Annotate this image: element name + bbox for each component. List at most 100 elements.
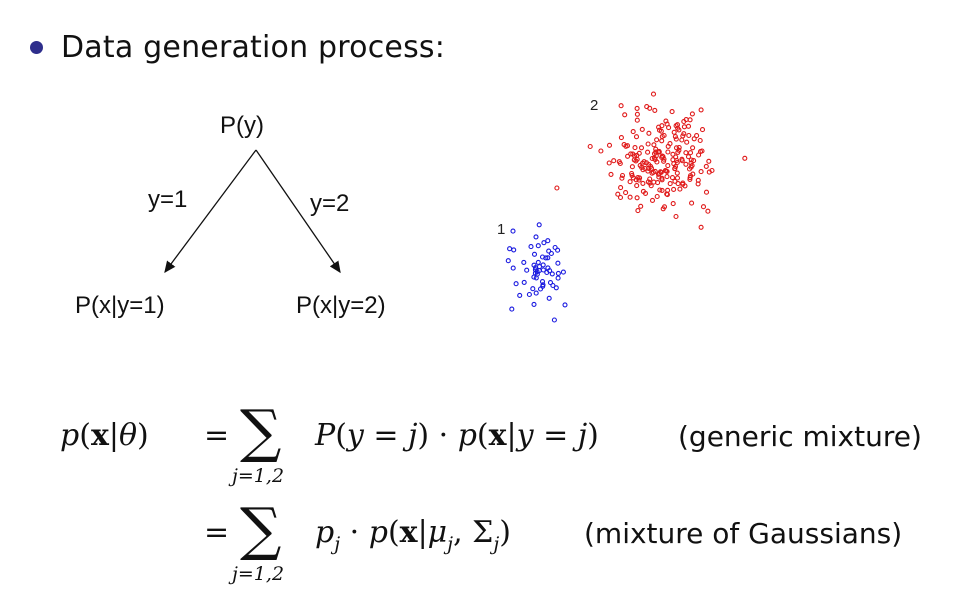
cluster-2-point (689, 162, 695, 169)
heading-line: Data generation process: (30, 30, 445, 65)
cluster-2-point (645, 141, 651, 147)
eq2-sign: = (204, 515, 230, 550)
cluster-2-point (671, 186, 677, 192)
cluster-2-point (655, 171, 662, 177)
cluster-2-point (630, 151, 636, 157)
cluster-1-point (510, 265, 516, 271)
cluster-2-point (683, 161, 689, 167)
cluster-2-point (681, 124, 687, 130)
eq1-rhs: P(y = j) · p(x|y = j) (315, 418, 599, 453)
cluster-2-point (619, 175, 625, 181)
cluster-1-point (540, 262, 546, 268)
cluster-2-point (648, 183, 654, 189)
cluster-2-point (673, 213, 679, 220)
cluster-2-point (627, 179, 633, 185)
cluster-2-point (670, 201, 676, 207)
cluster-2-point (655, 180, 661, 186)
cluster-2-point (685, 123, 692, 129)
cluster-2-point (664, 168, 670, 175)
cluster-2-point (598, 148, 604, 154)
cluster-1-point (533, 234, 539, 240)
cluster-2-point (669, 109, 675, 115)
cluster-2-point (672, 178, 678, 184)
cluster-2-point (649, 155, 655, 162)
cluster-2-point (642, 166, 648, 172)
eq2-sum-symbol: ∑ (240, 495, 282, 563)
cluster-2-point (630, 129, 636, 135)
cluster-2-point (648, 165, 655, 171)
cluster-2-point (651, 155, 657, 161)
cluster-1-point (555, 275, 561, 281)
cluster-1-point (531, 262, 537, 268)
cluster-2-point (674, 170, 680, 176)
cluster-1-point (510, 228, 516, 234)
cluster-2-point (639, 126, 645, 132)
cluster-1-point (521, 259, 527, 265)
cluster-2-point (634, 195, 640, 201)
cluster-2-point (634, 183, 640, 189)
cluster-1-point (536, 222, 542, 228)
cluster-2-point (651, 142, 657, 148)
cluster-1-point (509, 306, 515, 312)
cluster-2-point (629, 164, 635, 170)
cluster-1-point (540, 267, 546, 273)
cluster-2-point (618, 135, 624, 141)
cluster-2-points (554, 91, 748, 230)
cluster-1-point (531, 274, 537, 280)
tree-root-label: P(y) (220, 112, 264, 139)
cluster-2-point (675, 181, 681, 187)
cluster-2-point (673, 136, 679, 142)
cluster-1-point (535, 243, 541, 249)
cluster-2-point (672, 166, 678, 172)
cluster-2-point (685, 154, 692, 160)
tree-leaf-right-label: P(x|y=2) (296, 292, 386, 319)
cluster-1-point (539, 254, 546, 260)
cluster-2-point (646, 130, 652, 136)
cluster-1-point (547, 280, 554, 286)
cluster-1-point (505, 258, 511, 264)
cluster-2-point (618, 103, 624, 109)
cluster-2-point (709, 167, 715, 174)
cluster-1-point (507, 246, 513, 252)
cluster-1-point (511, 247, 517, 253)
cluster-2-point (628, 151, 634, 157)
cluster-2-point (618, 185, 624, 191)
cluster-2-point (674, 122, 681, 128)
cluster-2-point (697, 137, 703, 144)
cluster-1-point (517, 292, 523, 298)
cluster-1-point (533, 290, 539, 296)
cluster-2-point (621, 142, 627, 148)
cluster-2-point (667, 181, 673, 187)
cluster-1-point (531, 251, 538, 257)
cluster-2-point (683, 150, 689, 156)
cluster-scatter: 2 1 (497, 91, 748, 323)
cluster-1-point (541, 240, 547, 246)
cluster-2-point (659, 138, 665, 144)
cluster-2-point (629, 172, 635, 179)
cluster-1-point (555, 270, 561, 276)
cluster-2-point (698, 169, 704, 175)
heading-text: Data generation process: (61, 30, 446, 65)
cluster-2-point (654, 137, 660, 143)
eq2-note: (mixture of Gaussians) (584, 517, 903, 550)
cluster-2-point (611, 158, 617, 164)
cluster-2-point (627, 194, 633, 200)
cluster-2-point (680, 133, 686, 139)
cluster-2-point (691, 136, 697, 142)
cluster-1-points (505, 222, 568, 323)
cluster-2-point (649, 197, 656, 203)
cluster-2-point (681, 118, 687, 125)
tree-leaf-left-label: P(x|y=1) (75, 292, 165, 319)
cluster-2-point (674, 175, 681, 181)
cluster-1-point (555, 247, 561, 253)
cluster-2-point (665, 149, 671, 155)
cluster-1-point (528, 244, 534, 250)
cluster-2-point (653, 146, 659, 152)
cluster-2-point (634, 111, 640, 117)
cluster-2-point (696, 152, 702, 158)
cluster-1-point (521, 279, 527, 285)
tree-edge-left (164, 149, 257, 274)
cluster-1-point (530, 286, 536, 292)
cluster-2-point (663, 118, 669, 124)
cluster-1-point (552, 244, 558, 251)
